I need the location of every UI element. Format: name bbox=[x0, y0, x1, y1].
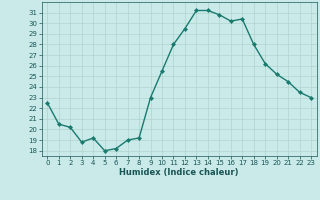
X-axis label: Humidex (Indice chaleur): Humidex (Indice chaleur) bbox=[119, 168, 239, 177]
